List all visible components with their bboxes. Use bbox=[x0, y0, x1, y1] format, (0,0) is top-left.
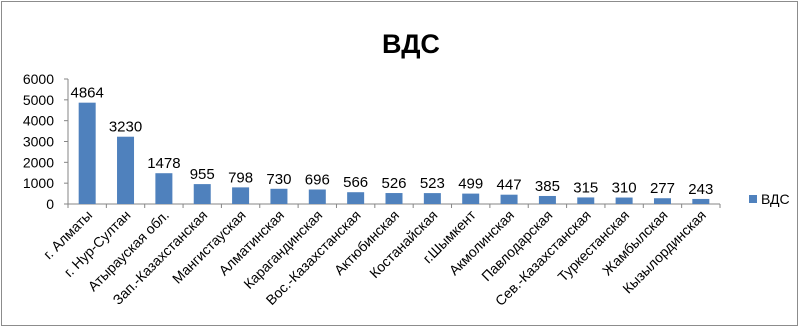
data-label: 730 bbox=[266, 171, 291, 188]
bar bbox=[538, 195, 556, 204]
legend: ВДС bbox=[749, 191, 790, 207]
bar bbox=[692, 198, 710, 204]
bar bbox=[615, 197, 633, 204]
bar bbox=[462, 193, 480, 204]
data-label: 1478 bbox=[147, 155, 180, 172]
y-tick-label: 0 bbox=[46, 196, 54, 212]
data-label: 447 bbox=[497, 177, 522, 194]
data-label: 798 bbox=[228, 169, 253, 186]
data-label: 315 bbox=[573, 179, 598, 196]
data-label: 243 bbox=[688, 181, 713, 198]
data-label: 526 bbox=[381, 175, 406, 192]
bar bbox=[155, 173, 173, 204]
data-label: 696 bbox=[305, 172, 330, 189]
chart-title: ВДС bbox=[382, 29, 440, 59]
data-label: 277 bbox=[650, 180, 675, 197]
data-label: 499 bbox=[458, 176, 483, 193]
bar bbox=[577, 197, 595, 204]
bar bbox=[653, 198, 671, 204]
bar bbox=[347, 192, 365, 204]
legend-swatch bbox=[749, 195, 757, 203]
bar bbox=[308, 189, 326, 204]
bar bbox=[385, 193, 403, 204]
data-label: 4864 bbox=[70, 85, 103, 102]
bar bbox=[270, 188, 288, 204]
data-label: 385 bbox=[535, 178, 560, 195]
y-tick-label: 2000 bbox=[23, 154, 54, 170]
y-tick-label: 4000 bbox=[23, 113, 54, 129]
y-tick-label: 1000 bbox=[23, 175, 54, 191]
data-labels: 4864 3230 1478 955 798 730 696 566 526 523 499 447 3… bbox=[70, 85, 713, 198]
legend-label: ВДС bbox=[761, 191, 790, 207]
x-tick-label: г. Нур-Султан bbox=[61, 207, 134, 280]
y-tick-label: 3000 bbox=[23, 134, 54, 150]
data-label: 310 bbox=[612, 180, 637, 197]
data-label: 523 bbox=[420, 175, 445, 192]
bar bbox=[117, 136, 135, 204]
bar bbox=[423, 193, 441, 204]
bar bbox=[232, 187, 250, 204]
data-label: 3230 bbox=[109, 119, 142, 136]
y-tick-label: 5000 bbox=[23, 92, 54, 108]
y-tick-label: 6000 bbox=[23, 71, 54, 87]
bar bbox=[193, 184, 211, 204]
bar bbox=[500, 194, 518, 204]
bar bbox=[78, 102, 96, 204]
data-label: 566 bbox=[343, 174, 368, 191]
bars bbox=[78, 102, 710, 204]
data-label: 955 bbox=[190, 166, 215, 183]
